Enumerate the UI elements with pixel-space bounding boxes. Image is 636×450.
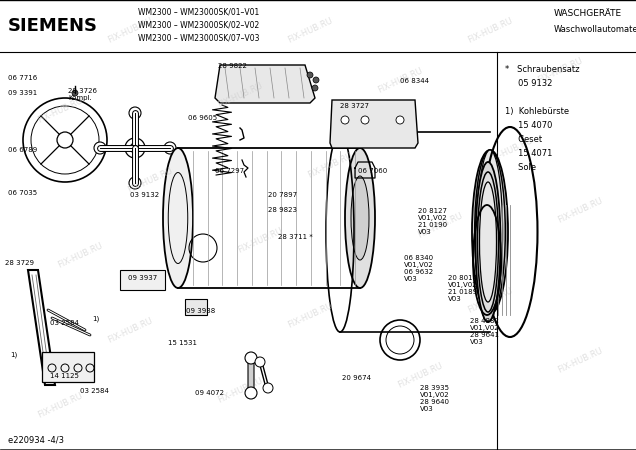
Text: FIX-HUB.RU: FIX-HUB.RU — [106, 315, 154, 344]
Circle shape — [72, 90, 78, 96]
Text: 03 9132: 03 9132 — [130, 192, 159, 198]
Text: 09 3391: 09 3391 — [8, 90, 38, 96]
Bar — [120, 270, 165, 290]
Text: FIX-HUB.RU: FIX-HUB.RU — [466, 16, 514, 45]
Text: 14 1125: 14 1125 — [50, 373, 79, 379]
Text: 06 7716: 06 7716 — [8, 75, 38, 81]
Text: 09 3938: 09 3938 — [186, 308, 215, 314]
Ellipse shape — [345, 148, 375, 288]
Polygon shape — [215, 65, 315, 103]
Text: FIX-HUB.RU: FIX-HUB.RU — [286, 16, 334, 45]
Polygon shape — [330, 100, 418, 148]
Text: SIEMENS: SIEMENS — [8, 17, 98, 35]
Text: FIX-HUB.RU: FIX-HUB.RU — [556, 346, 604, 374]
Circle shape — [129, 177, 141, 189]
Text: FIX-HUB.RU: FIX-HUB.RU — [56, 241, 104, 270]
Bar — [42, 352, 94, 382]
Ellipse shape — [472, 150, 508, 314]
Circle shape — [129, 107, 141, 119]
Text: 03 2584: 03 2584 — [50, 320, 79, 326]
Text: 1): 1) — [92, 315, 99, 321]
Text: FIX-HUB.RU: FIX-HUB.RU — [376, 66, 424, 94]
Text: FIX-HUB.RU: FIX-HUB.RU — [306, 151, 354, 180]
Ellipse shape — [163, 148, 193, 288]
Ellipse shape — [476, 162, 501, 322]
Text: WM2300 – WM23000SK/07–V03: WM2300 – WM23000SK/07–V03 — [138, 33, 259, 42]
Text: FIX-HUB.RU: FIX-HUB.RU — [556, 196, 604, 225]
Text: FIX-HUB.RU: FIX-HUB.RU — [286, 301, 334, 329]
Ellipse shape — [480, 182, 497, 302]
Text: 05 9132: 05 9132 — [505, 79, 553, 88]
Ellipse shape — [478, 172, 499, 312]
Text: 15 4070: 15 4070 — [505, 121, 553, 130]
Text: 28 4882
V01,V02
28 9641
V03: 28 4882 V01,V02 28 9641 V03 — [470, 318, 500, 345]
Text: 20 7897: 20 7897 — [268, 192, 297, 198]
Text: 06 8340
V01,V02
06 9632
V03: 06 8340 V01,V02 06 9632 V03 — [404, 255, 434, 282]
Text: FIX-HUB.RU: FIX-HUB.RU — [536, 56, 584, 85]
Text: 09 3937: 09 3937 — [128, 275, 157, 281]
Text: 1)  Kohlebürste: 1) Kohlebürste — [505, 107, 569, 116]
Circle shape — [245, 352, 257, 364]
Text: 20 9674: 20 9674 — [342, 375, 371, 381]
Text: 28 3726
Kompl.: 28 3726 Kompl. — [68, 88, 97, 101]
Circle shape — [312, 85, 318, 91]
Text: 06 7035: 06 7035 — [8, 190, 37, 196]
Text: 28 9823: 28 9823 — [268, 207, 297, 213]
Text: 1): 1) — [10, 352, 17, 359]
Text: FIX-HUB.RU: FIX-HUB.RU — [236, 225, 284, 254]
Text: 20 8127
V01,V02
21 0190
V03: 20 8127 V01,V02 21 0190 V03 — [418, 208, 448, 235]
Circle shape — [263, 383, 273, 393]
Polygon shape — [248, 355, 254, 398]
Text: 06 7297: 06 7297 — [215, 168, 244, 174]
Circle shape — [94, 142, 106, 154]
Circle shape — [255, 357, 265, 367]
Text: FIX-HUB.RU: FIX-HUB.RU — [106, 16, 154, 45]
Bar — [185, 299, 207, 315]
Text: WM2300 – WM23000SK/02–V02: WM2300 – WM23000SK/02–V02 — [138, 21, 259, 30]
Text: WM2300 – WM23000SK/01–V01: WM2300 – WM23000SK/01–V01 — [138, 8, 259, 17]
Text: Ceset: Ceset — [505, 135, 542, 144]
Text: 03 2584: 03 2584 — [80, 388, 109, 394]
Circle shape — [245, 387, 257, 399]
Text: FIX-HUB.RU: FIX-HUB.RU — [36, 95, 84, 124]
Text: FIX-HUB.RU: FIX-HUB.RU — [466, 286, 514, 315]
Text: 28 3727: 28 3727 — [340, 103, 369, 109]
Text: 28 9822: 28 9822 — [218, 63, 247, 69]
Text: 06 8344: 06 8344 — [400, 78, 429, 84]
Text: 09 4072: 09 4072 — [195, 390, 224, 396]
Text: *   Schraubensatz: * Schraubensatz — [505, 65, 579, 74]
Text: FIX-HUB.RU: FIX-HUB.RU — [216, 376, 264, 405]
Circle shape — [125, 138, 145, 158]
Text: Waschwollautomaten: Waschwollautomaten — [554, 26, 636, 35]
Text: 06 7060: 06 7060 — [358, 168, 387, 174]
Text: 28 3935
V01,V02
28 9640
V03: 28 3935 V01,V02 28 9640 V03 — [420, 385, 450, 412]
Text: 15 1531: 15 1531 — [168, 340, 197, 346]
Circle shape — [396, 116, 404, 124]
Text: e220934 -4/3: e220934 -4/3 — [8, 436, 64, 445]
Circle shape — [361, 116, 369, 124]
Text: FIX-HUB.RU: FIX-HUB.RU — [216, 81, 264, 109]
Text: 28 3729: 28 3729 — [5, 260, 34, 266]
Text: 06 6789: 06 6789 — [8, 147, 38, 153]
Text: 28 3711 *: 28 3711 * — [278, 234, 313, 240]
Text: 06 9605: 06 9605 — [188, 115, 217, 121]
Circle shape — [341, 116, 349, 124]
Text: FIX-HUB.RU: FIX-HUB.RU — [36, 391, 84, 419]
Circle shape — [164, 142, 176, 154]
Text: 20 8014
V01,V02
21 0189
V03: 20 8014 V01,V02 21 0189 V03 — [448, 275, 478, 302]
Text: FIX-HUB.RU: FIX-HUB.RU — [416, 211, 464, 239]
Ellipse shape — [478, 150, 502, 314]
Text: Sole: Sole — [505, 163, 536, 172]
Text: FIX-HUB.RU: FIX-HUB.RU — [126, 166, 174, 194]
Ellipse shape — [351, 176, 369, 260]
Text: FIX-HUB.RU: FIX-HUB.RU — [486, 135, 534, 164]
Ellipse shape — [474, 150, 505, 314]
Text: 15 4071: 15 4071 — [505, 149, 553, 158]
Text: FIX-HUB.RU: FIX-HUB.RU — [396, 360, 444, 389]
Circle shape — [307, 72, 313, 78]
Text: WASCHGERÄTE: WASCHGERÄTE — [554, 9, 622, 18]
Circle shape — [313, 77, 319, 83]
